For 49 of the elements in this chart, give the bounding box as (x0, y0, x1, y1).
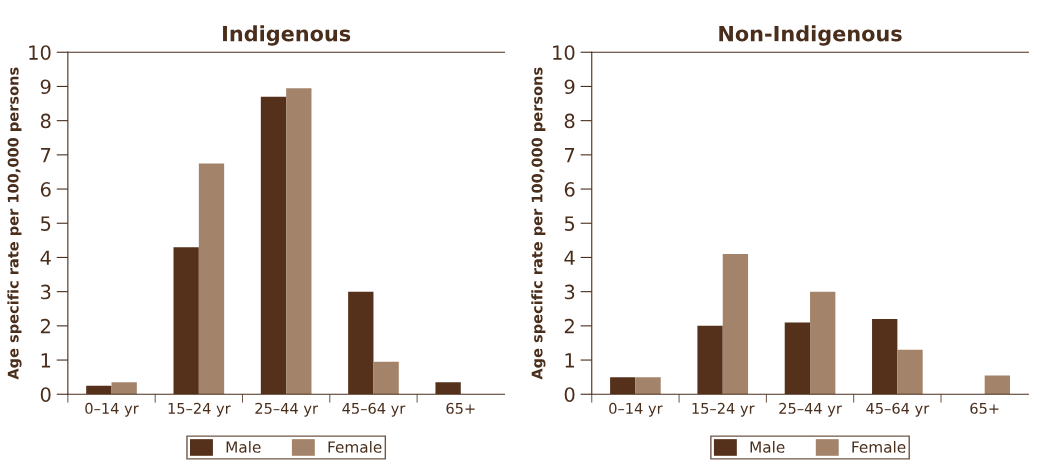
legend-label: Female (328, 440, 382, 453)
x-tick-label: 65+ (970, 402, 999, 414)
y-tick-label: 3 (564, 284, 575, 300)
y-axis-title: Age specific rate per 100,000 persons (531, 67, 546, 380)
bar (373, 361, 399, 395)
y-tick-label: 1 (41, 353, 51, 368)
legend-label: Female (852, 440, 906, 453)
y-tick-label: 7 (565, 148, 575, 163)
legend-label: Male (226, 440, 261, 453)
y-tick-label: 9 (40, 79, 51, 95)
bar (198, 163, 225, 395)
x-tick-label: 45–64 yr (866, 402, 930, 417)
x-tick-label: 45–64 yr (342, 402, 406, 417)
y-tick-label: 2 (564, 318, 574, 334)
bar (897, 349, 923, 395)
bar (810, 291, 836, 395)
x-tick-label: 15–24 yr (692, 402, 755, 417)
x-tick-label: 0–14 yr (85, 402, 139, 417)
x-tick-label: 25–44 yr (255, 402, 318, 417)
y-tick-label: 1 (565, 353, 574, 368)
y-tick-label: 5 (41, 216, 51, 231)
x-tick-label: 65+ (446, 402, 475, 414)
y-tick-label: 4 (40, 250, 51, 265)
bar (722, 254, 749, 395)
y-axis-title: Age specific rate per 100,000 persons (7, 67, 22, 380)
y-tick-label: 5 (564, 216, 575, 231)
y-tick-label: 6 (564, 182, 575, 197)
bar (635, 377, 661, 395)
y-tick-label: 9 (564, 79, 575, 95)
y-tick-label: 0 (40, 387, 51, 402)
bar (111, 382, 137, 395)
y-tick-label: 8 (40, 113, 51, 129)
y-tick-label: 2 (40, 318, 50, 334)
y-tick-label: 10 (29, 45, 51, 60)
y-tick-label: 8 (564, 113, 575, 129)
y-tick-label: 0 (564, 387, 575, 402)
y-tick-label: 10 (553, 45, 575, 60)
y-tick-label: 3 (41, 284, 51, 300)
x-tick-label: 0–14 yr (609, 402, 663, 417)
y-tick-label: 4 (564, 250, 575, 265)
y-tick-label: 7 (41, 148, 51, 163)
chart-title: Indigenous (223, 25, 351, 46)
legend-label: Male (750, 440, 785, 453)
y-tick-label: 6 (40, 182, 51, 197)
chart-title: Non-Indigenous (719, 25, 902, 46)
bar (984, 375, 1010, 395)
bar (286, 88, 312, 395)
x-tick-label: 15–24 yr (168, 402, 231, 417)
x-tick-label: 25–44 yr (779, 402, 842, 417)
